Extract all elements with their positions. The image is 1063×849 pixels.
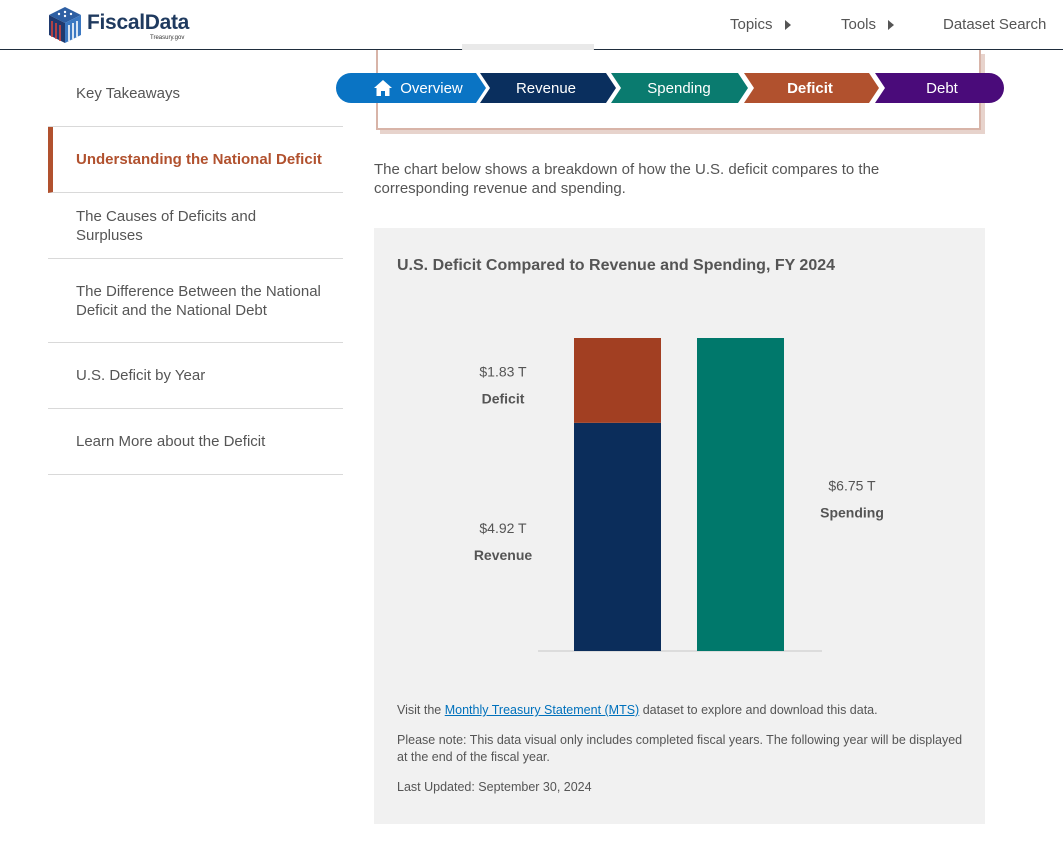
chart-title: U.S. Deficit Compared to Revenue and Spe… [397, 257, 836, 274]
sidebar-item-deficit-by-year[interactable]: U.S. Deficit by Year [48, 343, 343, 409]
topic-tabs: Overview Revenue Spending Deficit Debt [336, 73, 1004, 103]
tab-overview[interactable]: Overview [356, 73, 481, 103]
tab-debt-label: Debt [926, 79, 958, 97]
deficit-chart: $4.92 T Revenue $1.83 T Deficit $6.75 T Spend… [474, 338, 884, 652]
tab-deficit-bg [744, 73, 879, 103]
sidebar-item-label: The Difference Between the National Defi… [76, 282, 321, 319]
tab-revenue[interactable]: Revenue [486, 73, 606, 103]
tab-debt-bg [875, 73, 1004, 103]
please-note: Please note: This data visual only inclu… [397, 733, 963, 764]
sidebar-item-causes[interactable]: The Causes of Deficits and Surpluses [48, 193, 343, 259]
sidebar-item-deficit-vs-debt[interactable]: The Difference Between the National Defi… [48, 259, 343, 343]
nav-tools-label: Tools [841, 16, 877, 33]
sidebar-item-learn-more[interactable]: Learn More about the Deficit [48, 409, 343, 475]
tab-deficit-label: Deficit [787, 79, 833, 97]
sidebar-item-key-takeaways[interactable]: Key Takeaways [48, 60, 343, 127]
tab-spending-label: Spending [647, 79, 711, 97]
bar-deficit [574, 338, 661, 423]
tabs-background [336, 73, 1004, 103]
visit-note: Visit the Monthly Treasury Statement (MT… [397, 702, 967, 719]
bar-spending [697, 338, 784, 651]
nav-dataset-search-label: Dataset Search [943, 16, 1047, 33]
caret-right-icon [784, 19, 791, 30]
series-label-revenue: Revenue [474, 547, 533, 563]
visit-note-suffix: dataset to explore and download this dat… [639, 703, 878, 717]
tab-spending-bg [611, 73, 748, 103]
nav-tools[interactable]: Tools [841, 16, 895, 33]
sidebar-item-label: Key Takeaways [76, 84, 180, 102]
intro-paragraph: The chart below shows a breakdown of how… [374, 161, 880, 197]
treasury-building-icon [49, 7, 81, 43]
sidebar-item-understanding-deficit[interactable]: Understanding the National Deficit [48, 127, 343, 193]
series-label-spending: Spending [820, 505, 884, 521]
tab-deficit[interactable]: Deficit [750, 73, 870, 103]
visit-note-prefix: Visit the [397, 703, 445, 717]
logo-subtext: Treasury.gov [150, 35, 185, 41]
tab-debt[interactable]: Debt [881, 73, 1003, 103]
nav-dataset-search[interactable]: Dataset Search [943, 16, 1046, 33]
home-icon [374, 80, 393, 96]
sidebar-item-label: U.S. Deficit by Year [76, 367, 206, 384]
card-stub [462, 44, 594, 52]
chart-notes: Visit the Monthly Treasury Statement (MT… [397, 702, 967, 809]
sidebar-item-label: The Causes of Deficits and Surpluses [76, 207, 257, 244]
sidebar-item-label: Understanding the National Deficit [76, 151, 322, 168]
sidebar-item-label: Learn More about the Deficit [76, 433, 266, 450]
tab-revenue-bg [480, 73, 616, 103]
chart-container: $4.92 T Revenue $1.83 T Deficit $6.75 T Spend… [374, 228, 985, 824]
nav-topics-label: Topics [730, 16, 773, 33]
value-label-revenue: $4.92 T [479, 520, 527, 536]
site-header: FiscalData Treasury.gov Topics Tools Dat… [0, 0, 1063, 50]
last-updated: Last Updated: September 30, 2024 [397, 780, 592, 794]
value-label-deficit: $1.83 T [479, 363, 527, 379]
value-label-spending: $6.75 T [828, 478, 876, 494]
tab-revenue-label: Revenue [515, 79, 577, 97]
sidebar-toc: Key Takeaways Understanding the National… [48, 60, 343, 475]
fiscaldata-logo[interactable]: FiscalData Treasury.gov [47, 5, 197, 45]
tab-overview-label: Overview [400, 79, 463, 97]
bar-revenue [574, 422, 661, 651]
tab-spending[interactable]: Spending [618, 73, 740, 103]
nav-topics[interactable]: Topics [730, 16, 791, 33]
series-label-deficit: Deficit [482, 390, 525, 406]
logo-text: FiscalData [87, 11, 190, 34]
caret-right-icon [888, 19, 895, 30]
tab-overview-bg [336, 73, 486, 103]
mts-dataset-link[interactable]: Monthly Treasury Statement (MTS) [444, 703, 640, 717]
